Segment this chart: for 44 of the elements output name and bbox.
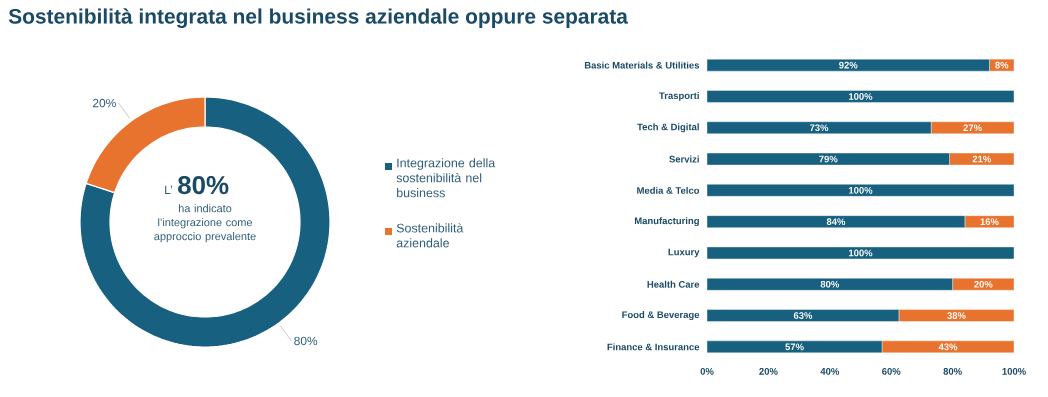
data-label: 100%	[849, 187, 873, 194]
x-tick-label: 40%	[820, 368, 840, 375]
data-label: 20%	[974, 280, 993, 288]
bar	[706, 246, 1015, 260]
data-label: 80%	[820, 280, 840, 288]
y-tick-label: Media & Telco	[637, 186, 700, 194]
bar	[706, 184, 1015, 197]
data-label: 63%	[793, 312, 813, 319]
data-label: 92%	[839, 61, 858, 69]
x-tick-label: 80%	[943, 368, 962, 375]
data-label: 84%	[826, 218, 846, 225]
chart-title: Sostenibilità integrata nel business aziendale oppure separata	[8, 8, 629, 28]
y-tick-label: Luxury	[668, 248, 700, 258]
data-label: 100%	[849, 249, 873, 257]
bar	[706, 90, 1015, 103]
data-label: 20%	[92, 98, 116, 108]
x-tick-label: 100%	[1002, 368, 1026, 375]
x-tick-label: 20%	[759, 368, 778, 375]
x-tick-label: 0%	[700, 368, 714, 375]
legend-label: Sostenibilità aziendale	[396, 223, 464, 248]
data-label: 73%	[810, 124, 829, 132]
y-tick-label: Finance & Insurance	[607, 343, 700, 351]
data-label: 80%	[294, 336, 318, 346]
y-tick-label: Servizi	[669, 155, 699, 163]
y-tick-label: Manufacturing	[634, 217, 699, 227]
y-tick-label: Tech & Digital	[637, 123, 699, 133]
y-tick-label: Basic Materials & Utilities	[584, 61, 700, 69]
text: 80%	[178, 175, 229, 195]
text: ha indicato l’integrazione come approccio prevalente	[154, 204, 256, 243]
data-label: 8%	[995, 61, 1009, 69]
y-tick-label: Health Care	[647, 280, 700, 288]
y-tick-label: Food & Beverage	[622, 311, 700, 320]
data-label: 27%	[963, 124, 982, 132]
data-label: 79%	[819, 155, 838, 163]
data-label: 38%	[947, 312, 966, 319]
x-tick-label: 60%	[882, 368, 901, 375]
text: L’	[165, 185, 173, 194]
data-label: 21%	[972, 155, 991, 163]
legend-label: Integrazione della sostenibilità nel business	[396, 158, 496, 198]
y-tick-label: Trasporti	[659, 92, 699, 101]
data-label: 16%	[980, 218, 999, 225]
data-label: 43%	[938, 343, 958, 351]
data-label: 57%	[785, 343, 804, 351]
data-label: 100%	[849, 93, 873, 100]
